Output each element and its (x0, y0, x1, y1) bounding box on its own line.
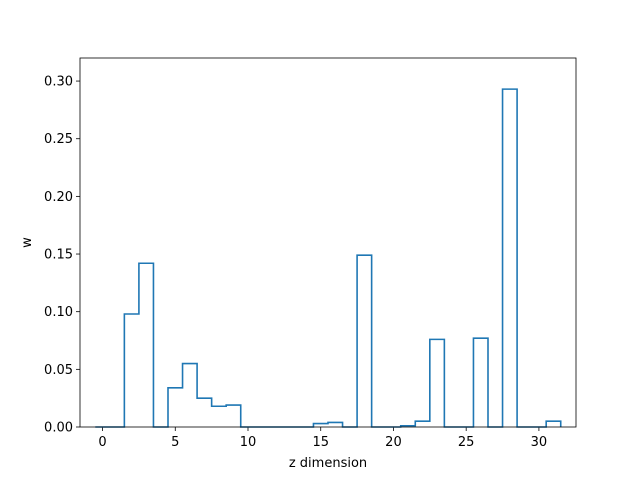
y-axis-label: w (20, 237, 35, 248)
y-tick-label: 0.15 (44, 248, 73, 263)
x-tick-label: 10 (240, 435, 257, 450)
y-tick-label: 0.30 (44, 75, 73, 90)
x-tick-label: 15 (312, 435, 329, 450)
histogram-step-line (95, 88, 562, 428)
x-tick-label: 20 (385, 435, 402, 450)
x-tick-label: 5 (171, 435, 179, 450)
y-tick-label: 0.10 (44, 305, 73, 320)
y-tick-label: 0.00 (44, 421, 73, 436)
y-tick-label: 0.20 (44, 190, 73, 205)
x-axis-ticks: 0 5 10 15 20 25 30 (98, 427, 547, 450)
y-axis-ticks: 0.00 0.05 0.10 0.15 0.20 0.25 0.30 (44, 75, 80, 436)
x-tick-label: 0 (98, 435, 106, 450)
x-axis-label: z dimension (289, 456, 367, 471)
plot-frame (79, 57, 577, 428)
y-tick-label: 0.05 (44, 363, 73, 378)
x-tick-label: 25 (458, 435, 475, 450)
x-tick-label: 30 (531, 435, 548, 450)
y-tick-label: 0.25 (44, 132, 73, 147)
